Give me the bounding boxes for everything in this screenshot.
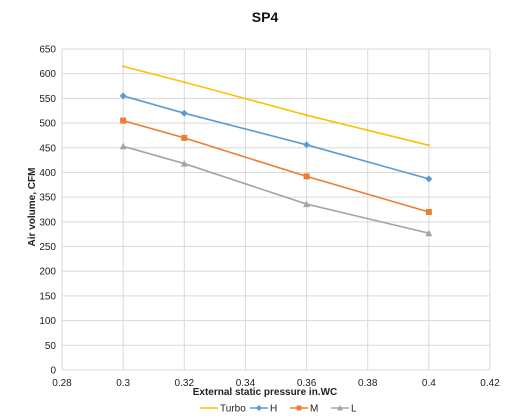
data-point-m-3	[426, 209, 432, 215]
y-tick-label: 550	[39, 94, 56, 105]
data-point-turbo-1	[183, 81, 185, 83]
y-axis-title: Air volume, CFM	[27, 168, 38, 247]
legend-label: L	[351, 404, 357, 415]
y-tick-label: 300	[39, 217, 56, 228]
legend-label: H	[270, 404, 277, 415]
data-point-m-1	[181, 135, 187, 141]
data-point-turbo-2	[305, 114, 307, 116]
y-tick-label: 50	[45, 341, 57, 352]
x-axis-title: External static pressure in.WC	[193, 387, 338, 398]
data-point-m-0	[120, 118, 126, 124]
y-tick-label: 100	[39, 316, 56, 327]
data-point-m-2	[304, 173, 310, 179]
chart-title: SP4	[252, 9, 279, 25]
y-tick-label: 600	[39, 69, 56, 80]
y-tick-label: 450	[39, 143, 56, 154]
legend-label: M	[310, 404, 318, 415]
y-tick-label: 400	[39, 168, 56, 179]
data-point-turbo-3	[428, 144, 430, 146]
y-tick-label: 250	[39, 242, 56, 253]
legend-label: Turbo	[220, 404, 246, 415]
y-tick-label: 350	[39, 193, 56, 204]
x-tick-label: 0.38	[358, 378, 378, 389]
legend-marker	[297, 406, 302, 411]
x-tick-label: 0.28	[52, 378, 72, 389]
y-tick-label: 500	[39, 119, 56, 130]
data-point-turbo-0	[122, 65, 124, 67]
y-tick-label: 200	[39, 267, 56, 278]
x-tick-label: 0.4	[422, 378, 436, 389]
x-tick-label: 0.32	[175, 378, 195, 389]
x-tick-label: 0.3	[116, 378, 130, 389]
y-tick-label: 0	[50, 366, 56, 377]
y-tick-label: 150	[39, 291, 56, 302]
y-tick-label: 650	[39, 45, 56, 56]
x-tick-label: 0.42	[480, 378, 500, 389]
